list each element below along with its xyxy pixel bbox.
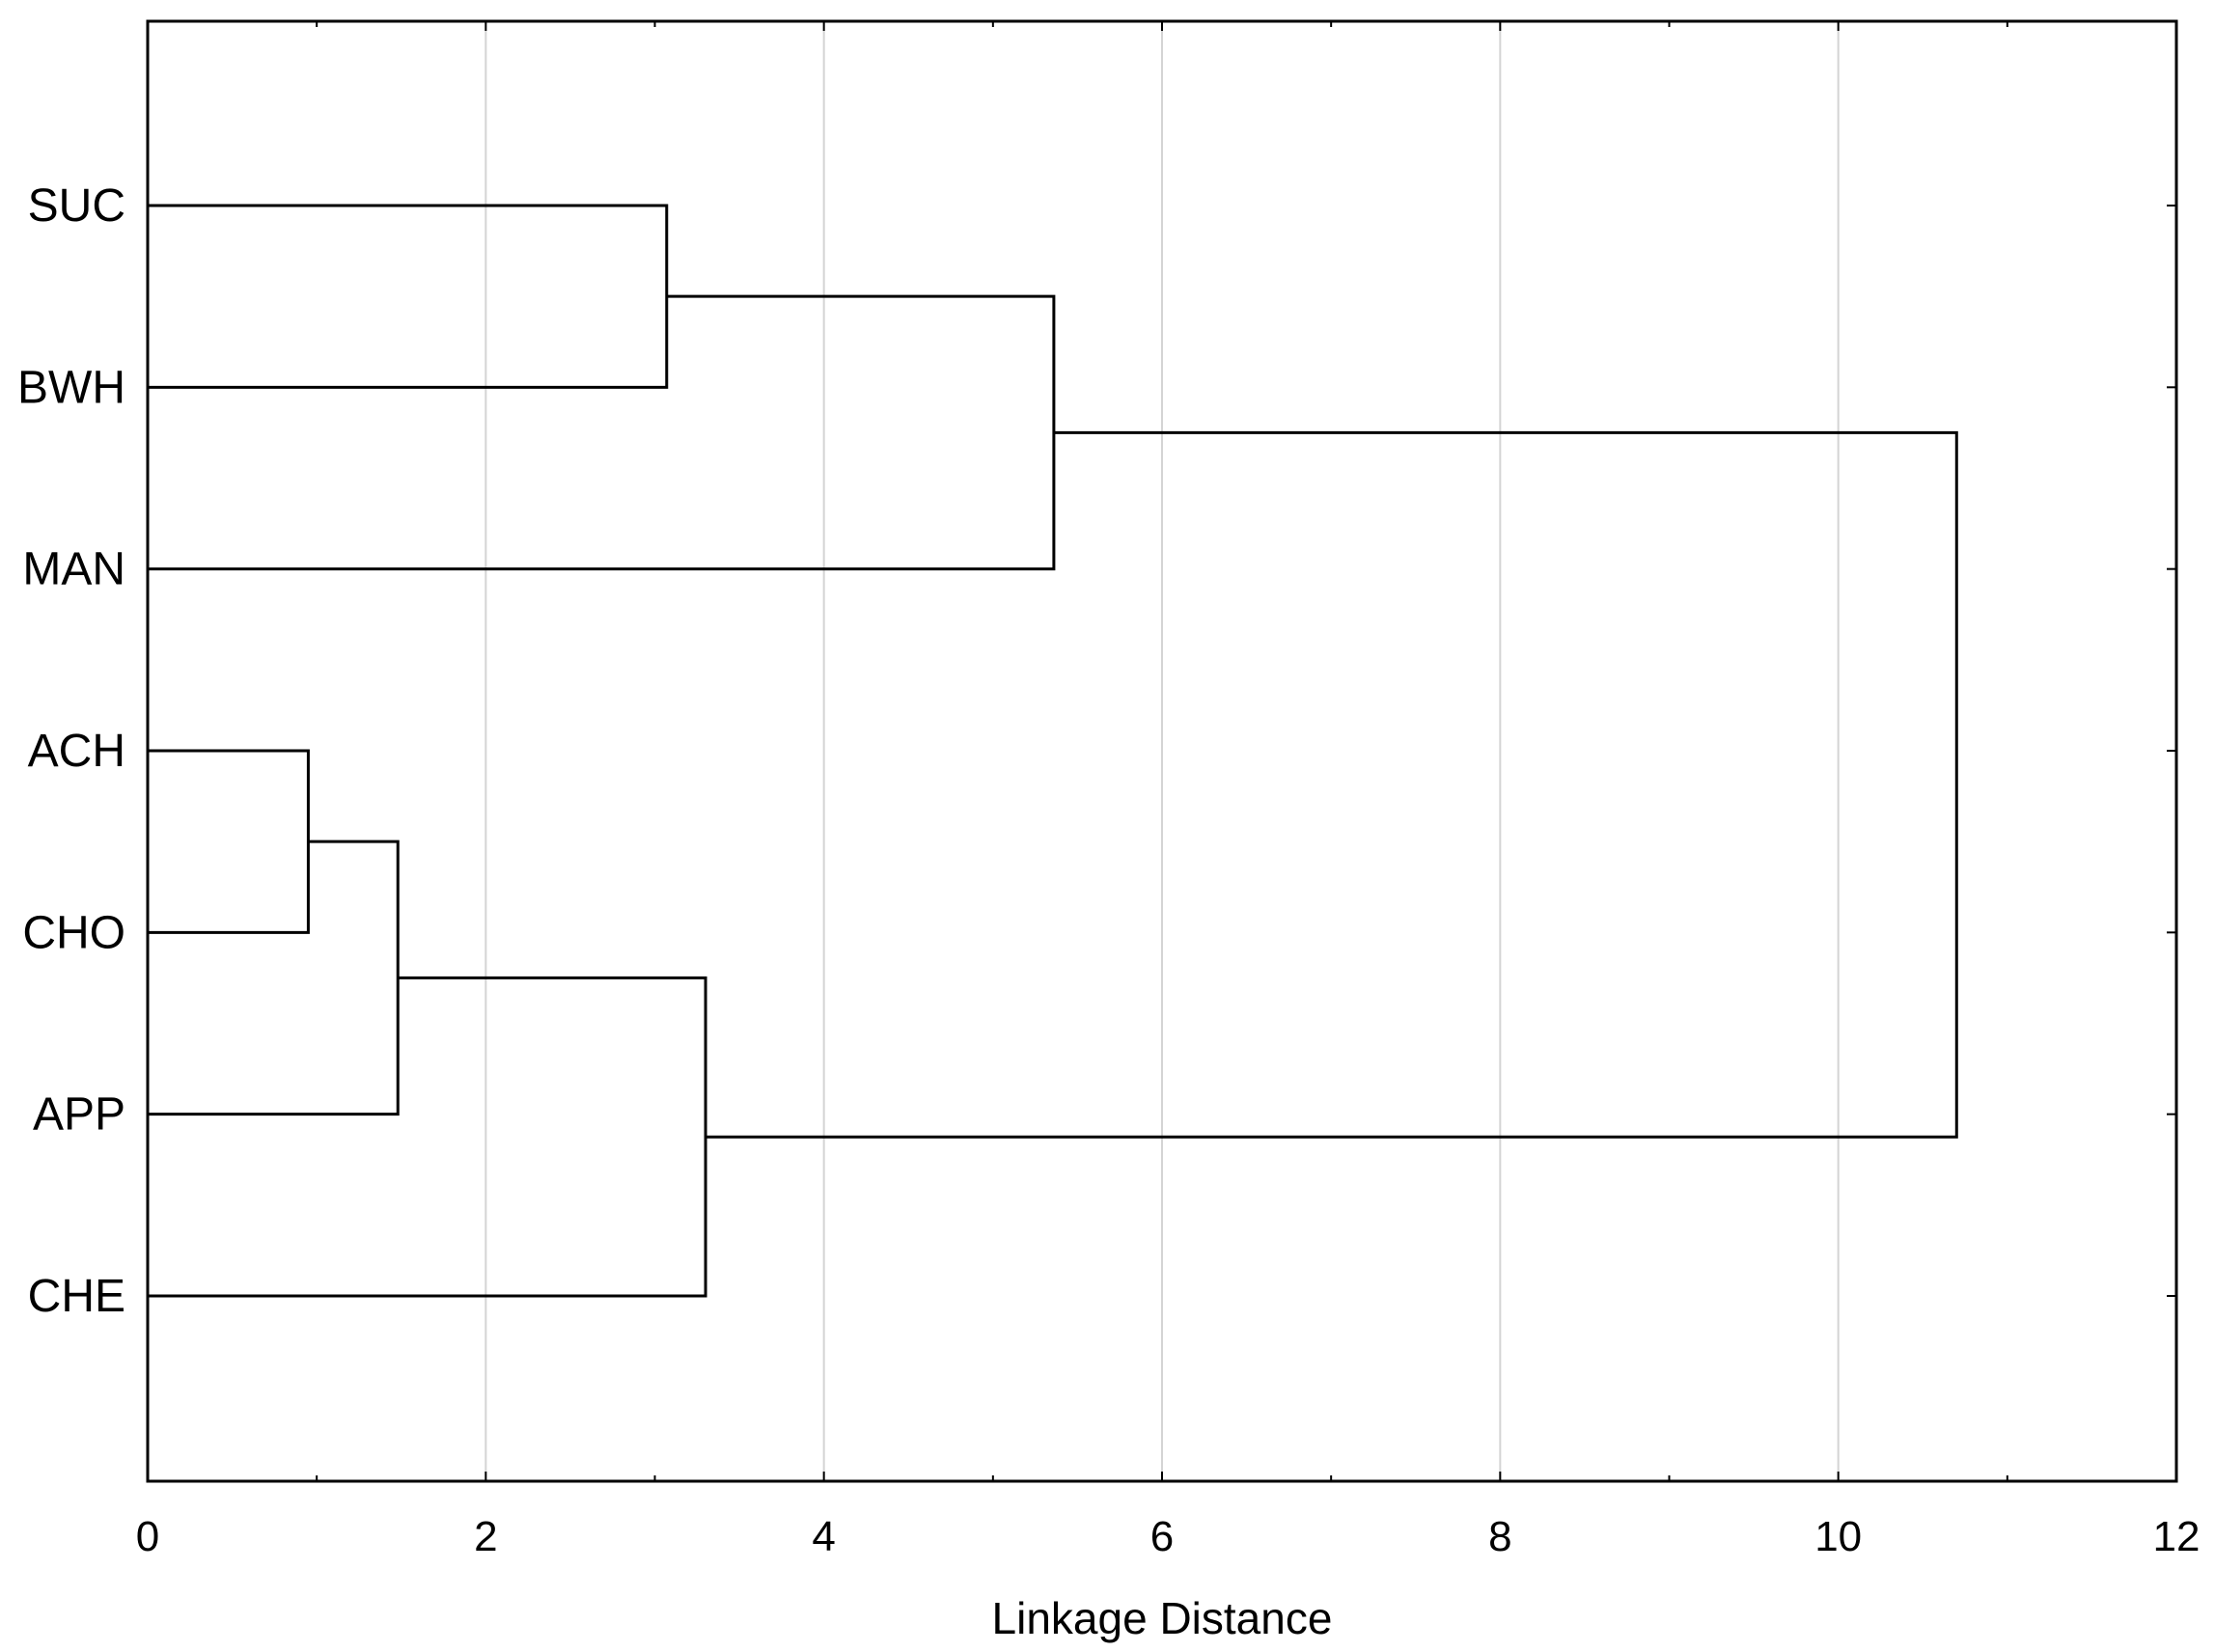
x-tick-label: 12 (2153, 1513, 2201, 1560)
dendrogram-link (706, 430, 1958, 1139)
leaf-label: MAN (22, 544, 125, 595)
x-tick-labels: 0 2 4 6 8 10 12 (136, 1513, 2201, 1560)
grid-lines (485, 21, 1840, 1481)
x-tick-label: 10 (1814, 1513, 1862, 1560)
leaf-label: APP (33, 1089, 125, 1141)
leaf-label: SUC (28, 180, 125, 232)
x-tick-label: 6 (1150, 1513, 1174, 1560)
leaf-label: CHE (28, 1271, 125, 1322)
x-tick-label: 8 (1488, 1513, 1511, 1560)
x-tick-label: 2 (474, 1513, 497, 1560)
leaf-labels: SUC BWH MAN ACH CHO APP CHE (17, 180, 125, 1322)
plot-frame (146, 19, 2178, 1483)
leaf-label: CHO (22, 907, 125, 958)
x-axis-title: Linkage Distance (992, 1593, 1333, 1643)
dendrogram-links (148, 204, 1958, 1298)
x-tick-label: 4 (812, 1513, 835, 1560)
leaf-label: ACH (28, 726, 125, 777)
x-tick-label: 0 (136, 1513, 159, 1560)
leaf-label: BWH (17, 362, 125, 413)
